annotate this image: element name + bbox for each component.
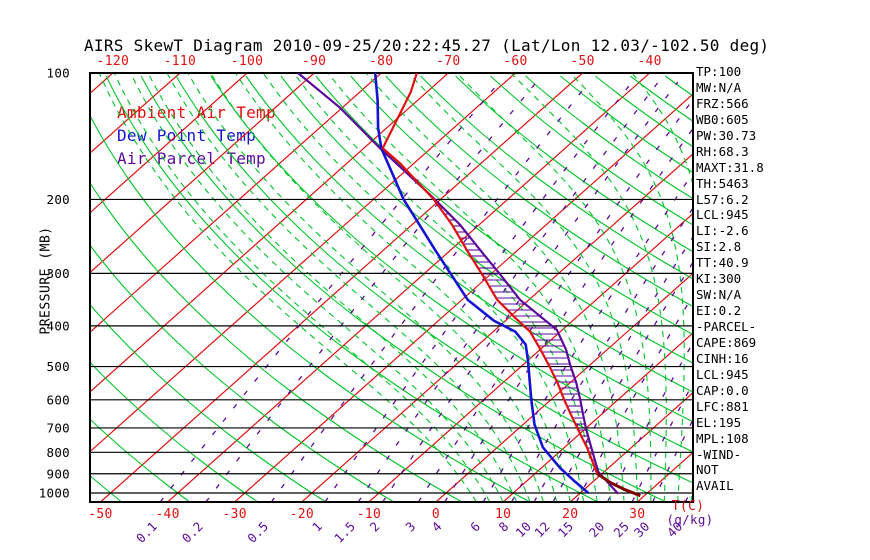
bottom-axis-tick-label: 30	[629, 507, 645, 522]
mixing-ratio-tick-label: 0.1	[133, 519, 160, 546]
top-axis-tick-label: -50	[570, 54, 594, 69]
stat-line: TP:100	[696, 64, 742, 79]
chart-title: AIRS SkewT Diagram 2010-09-25/20:22:45.2…	[84, 36, 770, 55]
stat-line: MPL:108	[696, 430, 749, 446]
bottom-axis-tick-label: -40	[155, 507, 179, 522]
pressure-tick-label: 900	[47, 466, 70, 481]
stat-line: MAXT:31.8	[696, 159, 764, 175]
pressure-tick-label: 700	[47, 420, 70, 435]
cape-hatch	[440, 207, 597, 467]
stat-line: -WIND-	[696, 446, 742, 462]
stat-line: -PARCEL-	[696, 319, 757, 334]
legend-item: Air Parcel Temp	[117, 149, 266, 168]
isotherm-lines	[90, 73, 693, 502]
bottom-axis-unit-label: T(C)	[672, 499, 705, 514]
pressure-tick-label: 300	[47, 266, 70, 281]
surface-overlap-segment	[596, 472, 641, 498]
stat-line: PW:30.73	[696, 127, 757, 143]
top-axis-tick-label: -80	[369, 54, 393, 69]
pressure-tick-label: 400	[47, 318, 70, 333]
stat-line: TH:5463	[696, 175, 749, 191]
stat-line: EI:0.2	[696, 303, 742, 319]
moist-adiabat-lines	[98, 73, 693, 502]
stats-panel: TP:100 MW:N/A FRZ:566 WB0:605 PW:30.73 RH:68.…	[696, 64, 764, 494]
stat-line: KI:300	[696, 271, 742, 287]
stat-line: MW:N/A	[696, 79, 742, 95]
stat-line: CAP:0.0	[696, 382, 749, 398]
stat-line: SW:N/A	[696, 287, 742, 303]
bottom-axis-tick-label: 0	[432, 507, 440, 522]
dew-point-curve	[373, 73, 590, 494]
mixing-ratio-unit-label: (g/kg)	[667, 512, 714, 527]
pressure-tick-label: 500	[47, 359, 70, 374]
dry-adiabat-lines	[90, 75, 693, 502]
top-axis-tick-label: -120	[97, 54, 130, 69]
stat-line: AVAIL	[696, 478, 734, 494]
mixing-ratio-tick-label: 3	[402, 519, 418, 535]
top-axis-tick-label: -70	[436, 54, 460, 69]
bottom-axis-tick-label: -50	[88, 507, 112, 522]
mixing-ratio-tick-label: 1	[309, 519, 325, 535]
top-axis-tick-label: -40	[637, 54, 661, 69]
top-axis-tick-label: -90	[302, 54, 326, 69]
mixing-ratio-tick-label: 1.5	[331, 519, 358, 546]
stat-line: NOT	[696, 462, 719, 478]
bottom-axis-tick-label: 20	[562, 507, 578, 522]
legend-item: Ambient Air Temp	[117, 103, 276, 122]
pressure-tick-label: 200	[47, 192, 70, 207]
stat-line: LFC:881	[696, 398, 749, 414]
stat-line: RH:68.3	[696, 143, 749, 159]
stat-line: EL:195	[696, 414, 742, 430]
bottom-axis-tick-label: -10	[357, 507, 381, 522]
stat-line: WB0:605	[696, 111, 749, 127]
pressure-tick-label: 600	[47, 392, 70, 407]
stat-line: TT:40.9	[696, 255, 749, 271]
top-axis-tick-label: -100	[231, 54, 264, 69]
bottom-axis-tick-label: -20	[290, 507, 314, 522]
stat-line: LCL:945	[696, 207, 749, 223]
ambient-temp-curve	[381, 73, 641, 497]
stat-line: L57:6.2	[696, 191, 749, 207]
top-axis-tick-label: -110	[164, 54, 197, 69]
pressure-tick-label: 1000	[39, 486, 70, 501]
pressure-tick-label: 100	[47, 66, 70, 81]
mixing-ratio-tick-label: 12	[531, 519, 553, 541]
top-axis-tick-label: -60	[503, 54, 527, 69]
stat-line: CAPE:869	[696, 334, 757, 350]
mixing-ratio-tick-label: 20	[586, 519, 608, 541]
plot-border	[89, 72, 694, 503]
stat-line: SI:2.8	[696, 239, 742, 255]
stat-line: LI:-2.6	[696, 223, 749, 239]
legend: Ambient Air Temp Dew Point Temp Air Parcel…	[117, 101, 276, 170]
pressure-tick-label: 800	[47, 445, 70, 460]
mixing-ratio-tick-label: 0.2	[179, 519, 206, 546]
mixing-ratio-tick-label: 0.5	[244, 519, 271, 546]
stat-line: FRZ:566	[696, 95, 749, 111]
bottom-axis-tick-label: 10	[495, 507, 511, 522]
bottom-axis-tick-label: -30	[223, 507, 247, 522]
stat-line: LCL:945	[696, 366, 749, 382]
mixing-ratio-tick-label: 6	[467, 519, 483, 535]
stat-line: CINH:16	[696, 350, 749, 366]
